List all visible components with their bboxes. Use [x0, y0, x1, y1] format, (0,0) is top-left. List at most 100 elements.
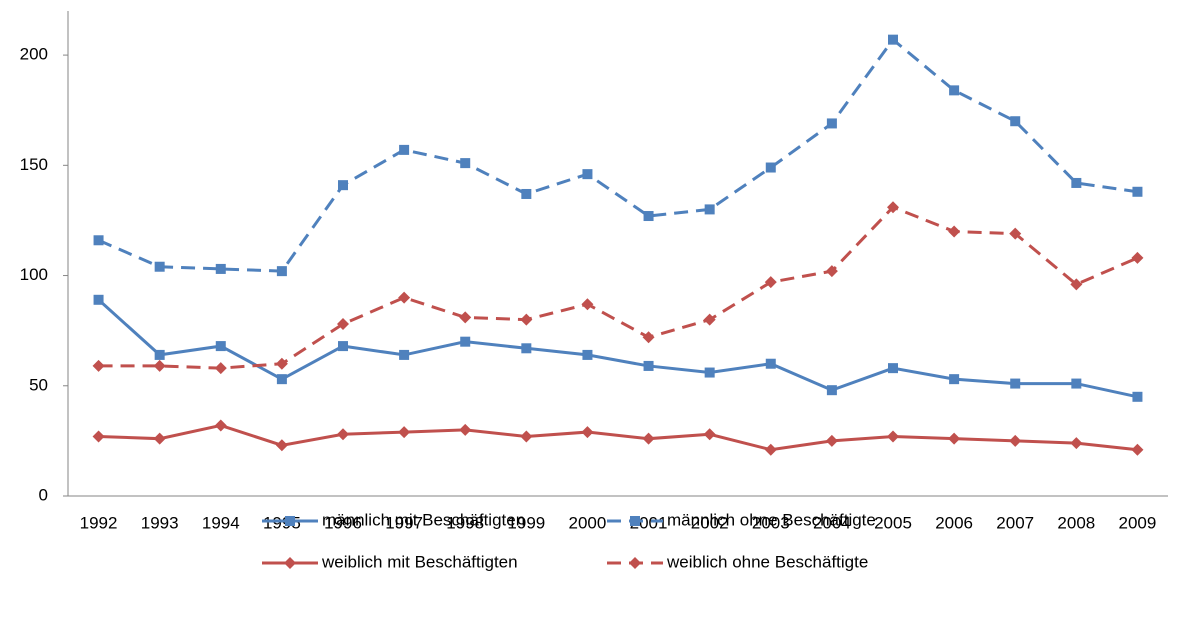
- x-tick-label: 1999: [507, 513, 545, 532]
- y-tick-label: 150: [20, 155, 48, 174]
- marker: [1010, 116, 1021, 127]
- marker: [949, 85, 960, 96]
- x-tick-label: 2004: [813, 513, 851, 532]
- marker: [93, 294, 104, 305]
- legend-label: weiblich ohne Beschäftigte: [666, 552, 868, 571]
- x-tick-label: 1992: [80, 513, 118, 532]
- marker: [703, 313, 716, 326]
- legend-label: männlich ohne Beschäftigte: [667, 510, 876, 529]
- marker: [826, 385, 837, 396]
- x-tick-label: 2000: [569, 513, 607, 532]
- marker: [276, 374, 287, 385]
- marker: [399, 349, 410, 360]
- marker: [398, 291, 411, 304]
- y-tick-label: 50: [29, 375, 48, 394]
- marker: [521, 188, 532, 199]
- marker: [1009, 227, 1022, 240]
- marker: [643, 211, 654, 222]
- marker: [1009, 434, 1022, 447]
- y-tick-label: 0: [39, 485, 48, 504]
- marker: [642, 432, 655, 445]
- x-tick-label: 2009: [1119, 513, 1157, 532]
- marker: [1010, 378, 1021, 389]
- marker: [888, 34, 898, 45]
- marker: [337, 428, 349, 441]
- marker: [276, 266, 287, 277]
- marker: [888, 363, 898, 374]
- marker: [275, 357, 288, 370]
- marker: [629, 557, 641, 569]
- marker: [1132, 391, 1143, 402]
- marker: [642, 331, 655, 344]
- y-tick-label: 200: [20, 45, 48, 64]
- marker: [826, 118, 837, 129]
- marker: [398, 426, 411, 439]
- marker: [215, 263, 226, 274]
- marker: [92, 359, 105, 372]
- x-tick-label: 2003: [752, 513, 790, 532]
- y-tick-label: 100: [20, 265, 48, 284]
- marker: [582, 169, 593, 180]
- x-tick-label: 2008: [1057, 513, 1095, 532]
- marker: [521, 343, 532, 354]
- marker: [643, 360, 654, 371]
- marker: [459, 423, 472, 436]
- marker: [214, 362, 227, 375]
- marker: [1131, 251, 1144, 264]
- marker: [1132, 186, 1143, 197]
- marker: [1071, 378, 1082, 389]
- marker: [154, 349, 165, 360]
- x-tick-label: 1995: [263, 513, 301, 532]
- marker: [887, 201, 899, 214]
- marker: [825, 265, 838, 278]
- x-tick-label: 1993: [141, 513, 179, 532]
- marker: [214, 419, 227, 432]
- marker: [581, 426, 594, 439]
- marker: [887, 430, 899, 443]
- legend-label: weiblich mit Beschäftigten: [321, 552, 518, 571]
- marker: [520, 313, 533, 326]
- marker: [285, 516, 295, 526]
- marker: [765, 162, 776, 173]
- marker: [1131, 443, 1144, 456]
- marker: [154, 261, 165, 272]
- marker: [92, 430, 105, 443]
- marker: [704, 367, 715, 378]
- x-tick-label: 1996: [324, 513, 362, 532]
- marker: [337, 318, 349, 331]
- marker: [1070, 437, 1083, 450]
- x-tick-label: 2002: [691, 513, 729, 532]
- marker: [948, 225, 961, 238]
- marker: [764, 276, 777, 289]
- x-tick-label: 2005: [874, 513, 912, 532]
- marker: [630, 516, 640, 526]
- marker: [215, 341, 226, 352]
- marker: [459, 311, 472, 324]
- series-line: [98, 423, 1138, 452]
- x-tick-label: 2007: [996, 513, 1034, 532]
- series-line: [98, 205, 1139, 370]
- marker: [338, 341, 348, 352]
- marker: [948, 432, 961, 445]
- marker: [581, 298, 594, 311]
- marker: [764, 443, 777, 456]
- marker: [93, 235, 104, 246]
- marker: [825, 434, 838, 447]
- marker: [399, 144, 410, 155]
- marker: [1071, 177, 1082, 188]
- series-line: [97, 37, 1138, 273]
- marker: [153, 359, 166, 372]
- series-line: [97, 298, 1138, 399]
- x-tick-label: 2006: [935, 513, 973, 532]
- marker: [1070, 278, 1083, 291]
- marker: [275, 439, 288, 452]
- marker: [153, 432, 166, 445]
- x-tick-label: 1997: [385, 513, 423, 532]
- marker: [460, 336, 471, 347]
- marker: [460, 158, 471, 169]
- marker: [704, 204, 715, 215]
- marker: [338, 180, 348, 191]
- marker: [520, 430, 533, 443]
